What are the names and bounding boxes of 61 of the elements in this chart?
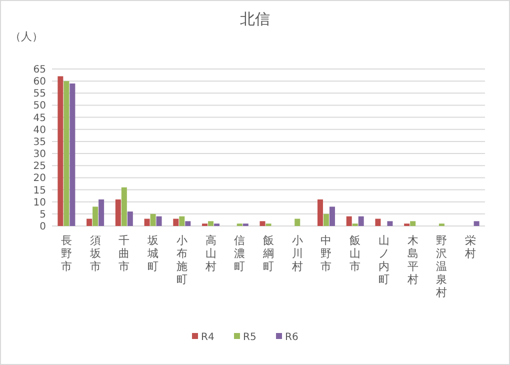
bar [387, 221, 393, 226]
bar [92, 206, 98, 226]
chart-title: 北信 [240, 10, 270, 28]
y-tick-label: 35 [33, 136, 46, 148]
y-tick-label: 0 [40, 222, 46, 232]
x-tick-label: 山ノ内町 [378, 234, 390, 286]
bar [185, 221, 191, 226]
y-tick-label: 55 [33, 88, 46, 100]
bar [260, 221, 266, 226]
bar [375, 218, 381, 226]
bar [115, 199, 121, 226]
legend-label: R6 [285, 332, 298, 343]
bar [150, 214, 156, 226]
bar [474, 221, 480, 226]
x-tick-label: 千曲市 [118, 234, 130, 273]
bar [127, 212, 133, 226]
y-tick-label: 65 [33, 64, 46, 76]
x-tick-label: 信濃町 [234, 234, 246, 273]
bar [156, 216, 162, 226]
x-tick-label: 須坂市 [88, 234, 101, 273]
bar [144, 218, 150, 226]
bar [179, 216, 185, 226]
y-tick-label: 45 [33, 112, 46, 124]
x-tick-label: 飯山市 [350, 234, 361, 273]
y-tick-label: 60 [33, 76, 46, 88]
y-tick-label: 5 [40, 209, 46, 220]
x-tick-label: 野沢温泉村 [435, 234, 448, 299]
x-tick-label: 小川村 [290, 234, 303, 273]
x-tick-label: 坂城町 [146, 234, 159, 273]
y-tick-label: 30 [33, 149, 46, 160]
y-tick-label: 40 [33, 124, 46, 136]
x-tick-label: 中野市 [320, 234, 332, 273]
x-tick-label: 小布施町 [176, 234, 188, 286]
bar [358, 216, 364, 226]
x-tick-label: 長野市 [60, 234, 72, 273]
bar [86, 218, 92, 226]
bar [98, 199, 104, 226]
bar [317, 199, 323, 226]
bar [64, 81, 70, 226]
bar [121, 187, 127, 226]
bar [58, 76, 64, 226]
y-tick-label: 10 [33, 197, 46, 208]
bar [70, 83, 76, 226]
y-tick-label: 15 [33, 185, 46, 196]
bar [329, 206, 335, 226]
x-tick-label: 木島平村 [406, 234, 418, 286]
bar [173, 218, 179, 226]
bar [294, 218, 300, 226]
y-axis-title: （人） [10, 30, 43, 43]
legend-label: R4 [201, 332, 214, 343]
x-tick-label: 栄村 [464, 234, 476, 260]
x-tick-label: 高山村 [204, 234, 216, 273]
bar [323, 214, 329, 226]
bar [346, 216, 352, 226]
bar [208, 221, 214, 226]
y-tick-label: 50 [33, 100, 46, 112]
legend-label: R5 [243, 332, 256, 343]
y-tick-label: 20 [33, 173, 46, 184]
y-tick-label: 25 [33, 161, 46, 172]
x-tick-label: 飯綱町 [262, 234, 274, 273]
bar [410, 221, 416, 226]
